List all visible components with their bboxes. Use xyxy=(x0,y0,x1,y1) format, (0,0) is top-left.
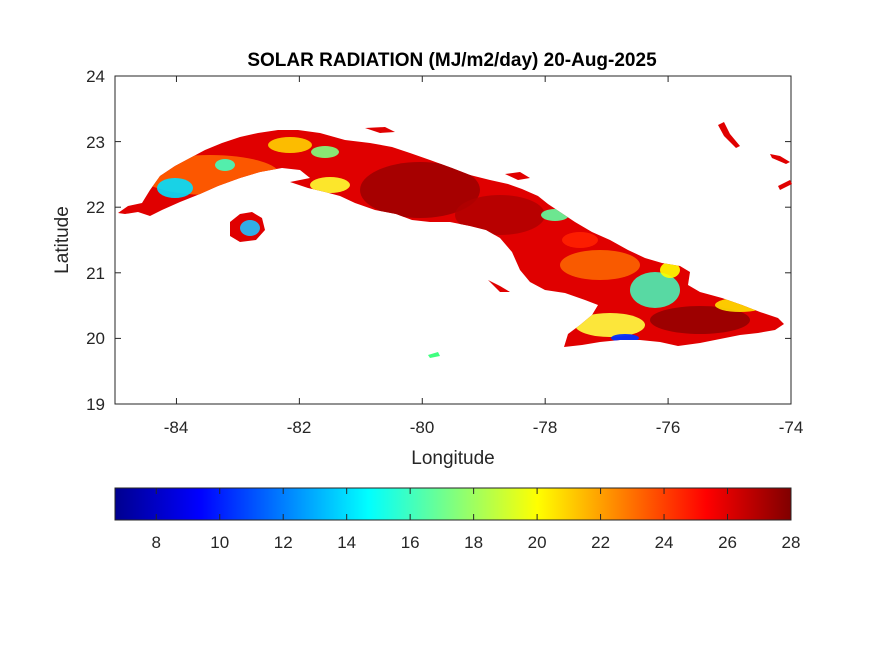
y-axis-label: Latitude xyxy=(52,206,73,274)
colorbar-tick-label: 26 xyxy=(718,533,737,552)
small-islands xyxy=(365,122,792,358)
colorbar-tick-label: 18 xyxy=(464,533,483,552)
y-tick-label: 24 xyxy=(86,67,105,86)
y-tick-label: 22 xyxy=(86,198,105,217)
y-tick-label: 20 xyxy=(86,329,105,348)
colorbar-tick-label: 14 xyxy=(337,533,356,552)
colorbar-tick-label: 12 xyxy=(274,533,293,552)
y-tick-label: 23 xyxy=(86,133,105,152)
colorbar-tick-label: 24 xyxy=(655,533,674,552)
colorbar-tick-labels: 8 10 12 14 16 18 20 22 24 26 28 xyxy=(152,533,801,552)
x-tick-label: -84 xyxy=(164,418,189,437)
x-tick-label: -80 xyxy=(410,418,435,437)
colorbar-tick-label: 20 xyxy=(528,533,547,552)
y-axis xyxy=(115,75,791,405)
x-tick-label: -82 xyxy=(287,418,312,437)
colorbar-tick-label: 22 xyxy=(591,533,610,552)
chart-title: SOLAR RADIATION (MJ/m2/day) 20-Aug-2025 xyxy=(247,50,657,71)
x-axis xyxy=(175,76,792,404)
x-tick-label: -78 xyxy=(533,418,558,437)
x-tick-label: -74 xyxy=(779,418,804,437)
y-tick-label: 19 xyxy=(86,395,105,414)
colorbar-ticks xyxy=(155,488,792,520)
colorbar-tick-label: 28 xyxy=(782,533,801,552)
colorbar-tick-label: 16 xyxy=(401,533,420,552)
x-tick-label: -76 xyxy=(656,418,681,437)
colorbar xyxy=(114,487,792,521)
x-axis-label: Longitude xyxy=(411,448,494,469)
map-axes xyxy=(114,75,792,405)
colorbar-tick-label: 8 xyxy=(152,533,161,552)
y-tick-label: 21 xyxy=(86,264,105,283)
colorbar-tick-label: 10 xyxy=(210,533,229,552)
